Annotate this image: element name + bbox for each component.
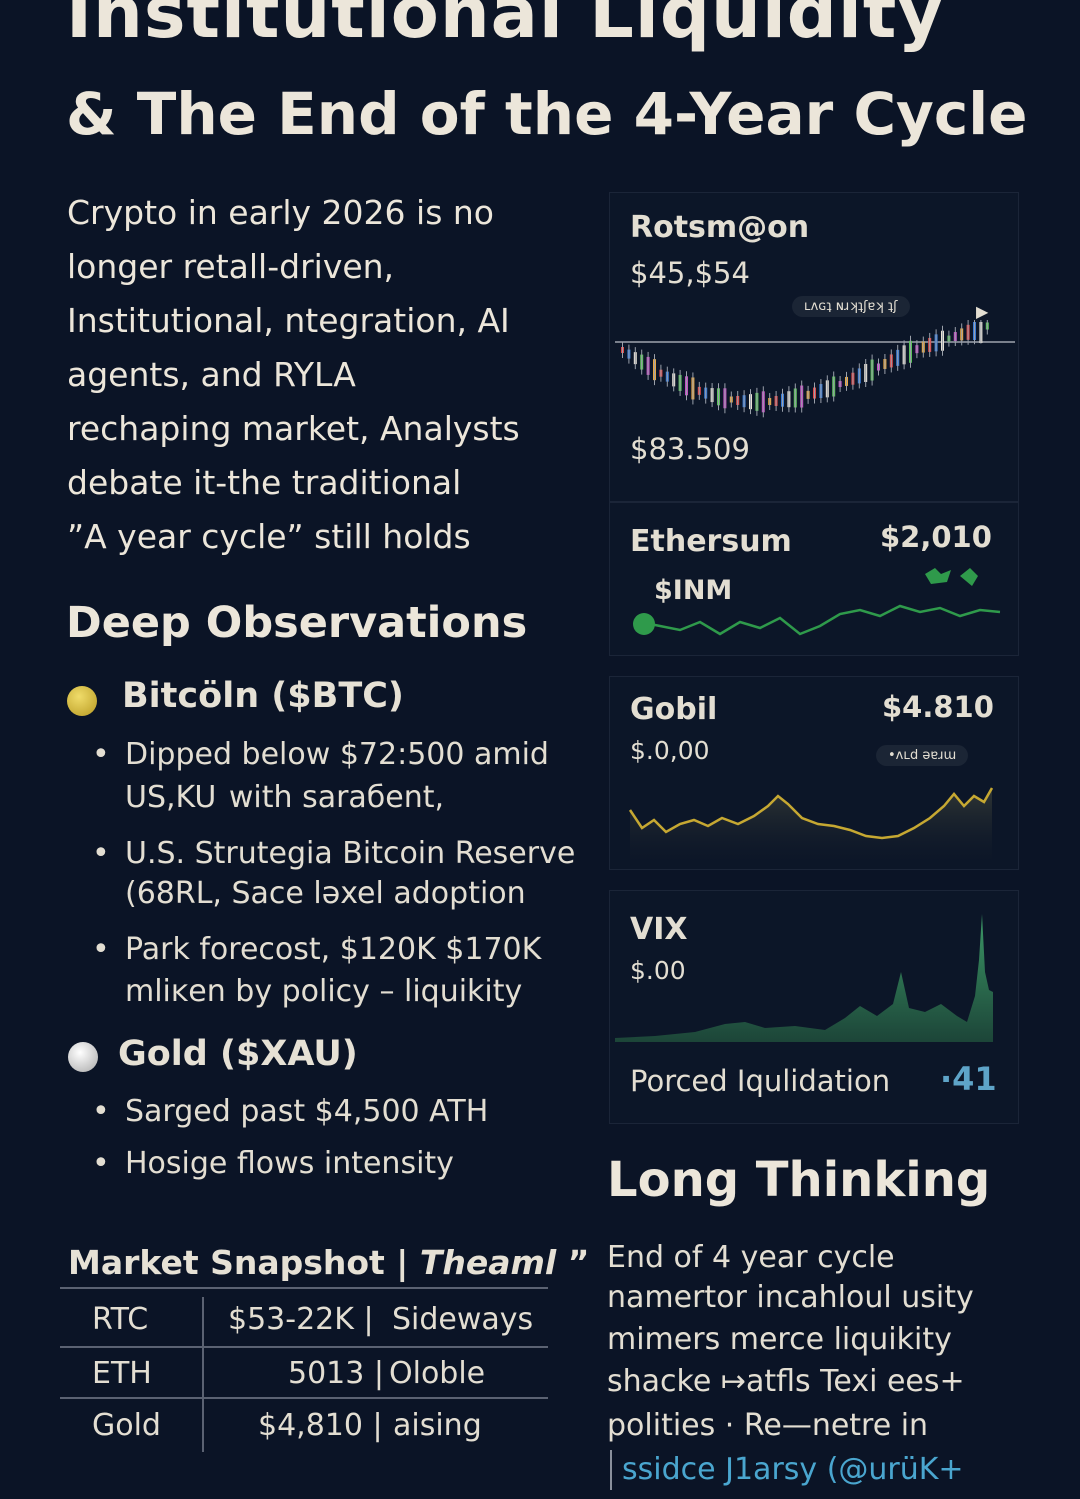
snapshot-heading: Market Snapshot | Theaml ”	[68, 1243, 590, 1282]
play-arrow-icon: ▶	[976, 302, 989, 321]
long-thinking-line: End of 4 year cycle	[607, 1240, 895, 1275]
vix-area	[615, 914, 993, 1042]
btc-panel-name: Rotsm@on	[630, 210, 810, 245]
intro-paragraph: Crypto in early 2026 is no longer retall…	[67, 186, 597, 564]
btc-candles	[621, 320, 989, 418]
eth-price-line	[649, 604, 1001, 636]
vix-chart-panel	[609, 890, 1019, 1124]
intro-line: rechaping market, Analysts	[67, 409, 520, 448]
page-subtitle: & The End of the 4-Year Cycle	[66, 80, 1028, 148]
eth-panel-price: $2,010	[880, 520, 992, 554]
btc-panel-pill: ʟʌɢʇ ɴɹʞʇʃɐʞ ʇʃ	[792, 296, 910, 317]
btc-panel-price: $45,$54	[630, 256, 750, 290]
intro-line: agents, and RYLA	[67, 355, 356, 394]
table-divider	[202, 1297, 204, 1452]
table-cell-asset: ETH	[92, 1356, 152, 1391]
list-item: • Park forecost, $120K $170K	[92, 932, 542, 967]
table-rule	[60, 1397, 548, 1399]
long-thinking-line: namertor incahloul usity	[607, 1280, 974, 1315]
long-thinking-heading: Long Thinking	[607, 1152, 991, 1208]
intro-line: Institutional, ntegration, AI	[67, 301, 510, 340]
bitcoin-section-title: Bitcöln ($BTC)	[122, 676, 404, 716]
table-cell-asset: RTC	[92, 1302, 149, 1337]
table-cell-trend: Oloble	[389, 1356, 486, 1391]
table-cell-value: $4,810 |	[258, 1408, 383, 1443]
list-item-continuation: (68RL, Sace ləxel adoption	[125, 876, 526, 911]
gold-dot-icon	[68, 1042, 98, 1072]
gold-price-line	[628, 787, 994, 840]
bitcoin-dot-icon	[67, 686, 97, 716]
gold-panel-sub: $.0,00	[630, 736, 710, 765]
gold-line-chart	[628, 787, 994, 864]
footer-divider	[610, 1450, 612, 1490]
list-item-continuation: US,KU with saraбent,	[125, 780, 445, 815]
list-item: • Dipped below $72:500 amid	[92, 737, 549, 772]
forced-liquidation-label: Porced Iqulidation	[630, 1064, 891, 1098]
gold-panel-pill: •ʌʟd əɐɹɯ	[876, 745, 969, 766]
gold-section-title: Gold ($XAU)	[118, 1034, 358, 1074]
eth-blob	[960, 568, 978, 586]
eth-blob	[925, 568, 951, 584]
gold-panel-price: $4.810	[882, 690, 994, 724]
eth-panel-name: Ethersum	[630, 524, 792, 559]
eth-blob	[633, 613, 655, 635]
gold-area	[630, 788, 992, 864]
btc-chart-panel	[609, 192, 1019, 502]
table-rule	[60, 1346, 548, 1348]
page-title: Institutional Liquidity	[66, 0, 945, 54]
long-thinking-line: mimers merce liquikity	[607, 1322, 952, 1357]
list-item: • U.S. Strutegia Bitcoin Reserve	[92, 836, 576, 871]
table-cell-asset: Gold	[92, 1408, 161, 1443]
intro-line: longer retall-driven,	[67, 247, 395, 286]
long-thinking-line: shacke ↦atfls Texi ees+	[607, 1364, 965, 1399]
observations-heading: Deep Observations	[66, 598, 528, 648]
forced-liquidation-value: ·41	[940, 1060, 997, 1098]
table-cell-trend: aising	[393, 1408, 482, 1443]
vix-panel-name: VIX	[630, 912, 688, 947]
intro-line: debate it-the traditional	[67, 463, 462, 502]
footer-handle: ssidce J1arsy (@urüK+	[622, 1452, 964, 1487]
eth-panel-sub: $INM	[654, 575, 733, 606]
table-cell-value: 5013 |	[288, 1356, 384, 1391]
list-item: • Hosige flows intensity	[92, 1146, 454, 1181]
gold-panel-name: Gobil	[630, 692, 718, 727]
vix-area-chart	[615, 914, 993, 1042]
list-item-continuation: mliĸen by policy – liquikity	[125, 974, 523, 1009]
intro-line: Crypto in early 2026 is no	[67, 193, 494, 232]
eth-line-chart	[633, 568, 1001, 636]
long-thinking-line: polities · Re—netre in	[607, 1408, 929, 1443]
table-rule	[60, 1287, 548, 1289]
table-cell-trend: Sideways	[392, 1302, 534, 1337]
intro-line: ”A year cycle” still holds	[67, 517, 471, 556]
btc-panel-low: $83.509	[630, 432, 750, 466]
table-cell-value: $53-22K |	[228, 1302, 374, 1337]
vix-panel-sub: $.00	[630, 956, 686, 985]
btc-candlestick-chart	[615, 320, 1015, 418]
list-item: • Sarged past $4,500 ATH	[92, 1094, 489, 1129]
